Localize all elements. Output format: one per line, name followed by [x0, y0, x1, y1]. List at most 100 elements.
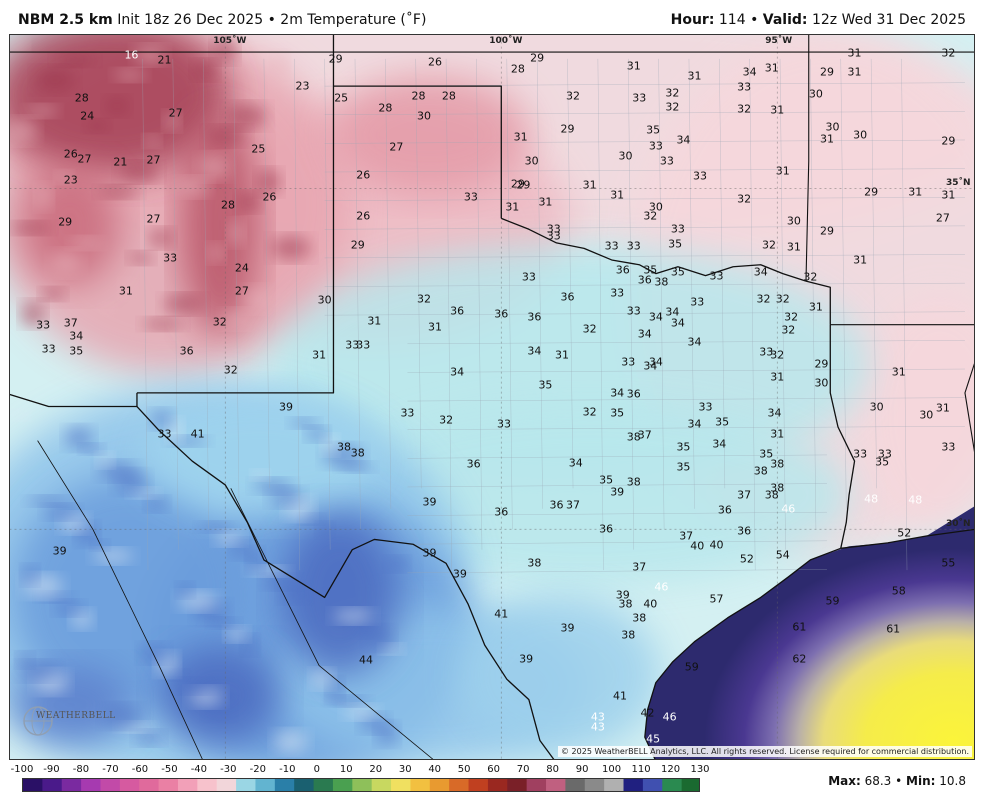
county-line — [567, 58, 574, 489]
color-scale-tick: 0 — [313, 764, 320, 775]
temperature-value: 34 — [712, 437, 727, 451]
temperature-value: 38 — [626, 430, 641, 444]
temperature-value: 33 — [648, 139, 663, 153]
state-border-nm-mexico — [10, 392, 138, 408]
gulf-of-mexico — [644, 506, 974, 759]
temperature-value: 33 — [163, 251, 178, 265]
temperature-value: 30 — [317, 293, 332, 307]
bullet-separator: • — [750, 12, 759, 28]
county-line — [202, 58, 209, 530]
temperature-value: 33 — [546, 229, 561, 243]
county-lines — [142, 58, 965, 574]
temperature-value: 28 — [411, 89, 426, 103]
temperature-value: 33 — [400, 406, 415, 420]
terrain-speckle — [264, 575, 298, 589]
temperature-value: 32 — [223, 363, 238, 377]
temperature-value: 38 — [753, 464, 768, 478]
temperature-value: 32 — [737, 102, 752, 116]
temperature-value: 33 — [877, 447, 892, 461]
terrain-speckle — [21, 302, 45, 326]
temperature-value: 28 — [74, 91, 89, 105]
terrain-speckle — [28, 496, 68, 506]
terrain-speckle — [35, 68, 75, 92]
temperature-value: 32 — [643, 209, 658, 223]
temperature-value: 34 — [665, 305, 680, 319]
temperature-value: 36 — [637, 273, 652, 287]
county-line — [688, 58, 695, 509]
temperature-value: 36 — [599, 522, 614, 536]
temperature-blob — [460, 595, 660, 755]
temperature-value: 41 — [190, 427, 205, 441]
max-min-readout: Max: 68.3 • Min: 10.8 — [828, 774, 966, 788]
county-line — [870, 58, 877, 489]
terrain-speckle — [99, 186, 139, 198]
temperature-value: 28 — [221, 198, 236, 212]
color-scale-tick: 10 — [339, 764, 353, 775]
temperature-value: 32 — [439, 413, 454, 427]
valid-value: 12z Wed 31 Dec 2025 — [811, 12, 966, 28]
color-scale-segment — [274, 779, 295, 791]
color-scale-segment — [332, 779, 353, 791]
state-border-red-river — [501, 217, 807, 282]
terrain-speckle — [146, 497, 168, 511]
temperature-value: 35 — [69, 344, 84, 358]
temperature-value: 45 — [646, 732, 661, 746]
terrain-speckle — [135, 731, 163, 745]
temperature-value: 26 — [428, 55, 443, 69]
color-scale-segment — [449, 779, 470, 791]
color-scale-segment — [139, 779, 160, 791]
county-line — [324, 168, 965, 173]
temperature-value: 36 — [494, 505, 509, 519]
color-scale-segment — [507, 779, 528, 791]
temperature-value: 37 — [566, 498, 581, 512]
terrain-speckle — [386, 557, 408, 571]
temperature-value: 35 — [643, 263, 658, 277]
temperature-value: 40 — [690, 539, 705, 553]
terrain-speckle — [178, 592, 218, 610]
temperature-value: 46 — [781, 502, 796, 516]
max-label: Max: — [828, 774, 861, 788]
temperature-value: 29 — [819, 65, 834, 79]
min-label: Min: — [906, 774, 936, 788]
color-scale-segment — [177, 779, 198, 791]
terrain-speckle — [274, 731, 308, 753]
temperature-value: 31 — [312, 348, 327, 362]
temperature-value: 29 — [530, 51, 545, 65]
temperature-value: 32 — [941, 46, 956, 60]
temperature-value: 31 — [505, 200, 520, 214]
hour-value: 114 — [718, 12, 746, 28]
copyright-notice: © 2025 WeatherBELL Analytics, LLC. All r… — [558, 746, 972, 757]
county-line — [506, 58, 513, 530]
mexico-state-line — [37, 440, 203, 759]
temperature-value: 57 — [709, 592, 724, 606]
temperature-value: 32 — [775, 292, 790, 306]
temperature-value: 36 — [450, 304, 465, 318]
temperature-value: 34 — [527, 344, 542, 358]
temperature-value: 33 — [709, 269, 724, 283]
temperature-value: 55 — [941, 556, 956, 570]
temperature-value: 35 — [676, 440, 691, 454]
terrain-speckle — [149, 229, 173, 247]
color-scale-tick: 80 — [546, 764, 559, 775]
temperature-blob — [330, 75, 530, 195]
terrain-speckle — [199, 522, 233, 532]
temperature-value: 21 — [157, 53, 172, 67]
grid-label: 35˚N — [946, 178, 971, 189]
temperature-value: 36 — [737, 524, 752, 538]
temperature-value: 30 — [808, 87, 823, 101]
temperature-value: 25 — [251, 142, 266, 156]
terrain-speckle — [55, 54, 95, 66]
color-scale-tick: 120 — [660, 764, 681, 775]
temperature-value: 61 — [792, 620, 807, 634]
terrain-speckle — [333, 609, 373, 623]
temperature-value: 32 — [770, 348, 785, 362]
county-line — [324, 139, 965, 144]
temperature-value: 38 — [527, 556, 542, 570]
temperature-value: 34 — [568, 456, 583, 470]
logo-text: WEATHERBELL — [36, 711, 116, 721]
temperature-value: 35 — [599, 473, 614, 487]
county-line — [324, 282, 965, 287]
county-line — [407, 540, 827, 545]
temperature-value: 30 — [417, 109, 431, 123]
terrain-speckle — [36, 185, 52, 209]
